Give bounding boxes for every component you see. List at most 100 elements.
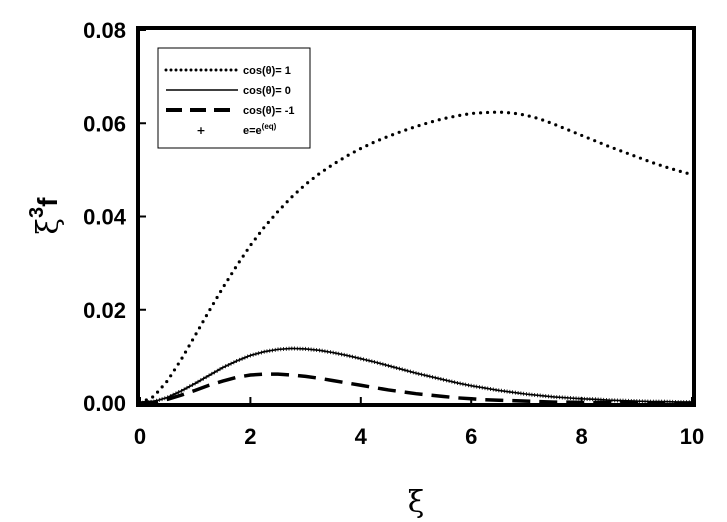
marker-point (364, 358, 369, 363)
legend-entry-equilibrium-base: e=e (243, 125, 262, 137)
marker-point (411, 370, 416, 375)
marker-point (262, 349, 267, 354)
marker-point (325, 349, 330, 354)
marker-point (198, 378, 203, 383)
marker-point (480, 385, 485, 390)
marker-point (168, 394, 173, 399)
marker-point (179, 388, 184, 393)
marker-point (231, 360, 236, 365)
marker-point (240, 356, 245, 361)
marker-point (350, 354, 355, 359)
marker-point (391, 365, 396, 370)
y-tick-label: 0.08 (83, 18, 126, 43)
marker-point (356, 356, 361, 361)
marker-point (248, 353, 253, 358)
legend-entry-equilibrium: e=e(eq) (243, 122, 277, 137)
marker-point (408, 369, 413, 374)
marker-point (389, 364, 394, 369)
marker-point (400, 367, 405, 372)
marker-point (151, 399, 156, 404)
y-tick-label: 0.06 (83, 111, 126, 136)
marker-point (474, 384, 479, 389)
series-3-markers (138, 346, 692, 405)
x-tick-label: 8 (575, 424, 587, 449)
marker-point (441, 377, 446, 382)
marker-point (267, 348, 272, 353)
marker-point (220, 365, 225, 370)
marker-point (369, 359, 374, 364)
x-axis-label: ξ (408, 485, 425, 520)
marker-point (347, 354, 352, 359)
marker-point (342, 352, 347, 357)
y-tick-label: 0.04 (83, 205, 127, 230)
marker-point (375, 360, 380, 365)
y-axis-label-exponent: 3 (26, 207, 48, 218)
marker-point (402, 368, 407, 373)
marker-point (427, 374, 432, 379)
marker-point (331, 350, 336, 355)
legend-entry-equilibrium-sup: (eq) (262, 122, 277, 131)
marker-point (237, 357, 242, 362)
marker-point (425, 373, 430, 378)
marker-point (419, 372, 424, 377)
marker-point (477, 385, 482, 390)
marker-point (162, 396, 167, 401)
marker-point (259, 350, 264, 355)
marker-point (491, 387, 496, 392)
marker-point (422, 373, 427, 378)
marker-point (223, 364, 228, 369)
y-tick-label: 0.00 (83, 391, 126, 416)
marker-point (386, 363, 391, 368)
marker-point (207, 373, 211, 378)
marker-point (171, 392, 176, 397)
marker-point (345, 353, 349, 358)
ticks-layer: 0 2 4 6 8 10 0.00 0.02 0.04 0.06 0.08 (83, 18, 704, 449)
marker-point (320, 348, 325, 353)
marker-point (455, 380, 460, 385)
legend-entry-cos-1: cos(θ)= 1 (243, 65, 291, 77)
marker-point (444, 378, 449, 383)
marker-point (463, 382, 468, 387)
marker-point (215, 368, 220, 373)
legend-entry-cos-minus-1: cos(θ)= -1 (243, 105, 295, 117)
marker-point (229, 361, 234, 366)
marker-point (187, 384, 192, 389)
marker-point (322, 349, 327, 354)
series-line-cos-1 (138, 110, 694, 405)
marker-point (234, 359, 239, 364)
marker-point (270, 348, 275, 353)
marker-point (154, 398, 159, 403)
y-axis-label-variable: f (32, 197, 63, 207)
marker-point (173, 391, 178, 396)
marker-point (433, 375, 438, 380)
y-tick-label: 0.02 (83, 298, 126, 323)
marker-point (204, 375, 209, 380)
legend-entry-cos-0: cos(θ)= 0 (243, 85, 291, 97)
marker-point (209, 371, 214, 376)
marker-point (253, 351, 258, 356)
marker-point (333, 351, 338, 356)
svg-text:ξ3f: ξ3f (26, 197, 66, 235)
x-tick-label: 2 (244, 424, 256, 449)
marker-point (397, 366, 402, 371)
series-line-cos-1 (139, 372, 692, 405)
marker-point (336, 351, 341, 356)
marker-point (245, 354, 250, 359)
x-tick-label: 6 (465, 424, 477, 449)
marker-point (494, 387, 499, 392)
marker-point (193, 381, 198, 386)
marker-point (452, 380, 457, 385)
legend-swatch-marker: + (196, 124, 205, 137)
marker-point (488, 387, 493, 392)
marker-point (165, 395, 170, 400)
x-tick-label: 4 (355, 424, 368, 449)
legend: cos(θ)= 1 cos(θ)= 0 cos(θ)= -1 + e=e(eq) (157, 47, 311, 149)
marker-point (414, 371, 418, 376)
marker-point (405, 368, 410, 373)
marker-point (447, 378, 452, 383)
marker-point (485, 386, 490, 391)
series-layer (138, 110, 694, 405)
marker-point (264, 349, 269, 354)
marker-point (483, 386, 487, 391)
